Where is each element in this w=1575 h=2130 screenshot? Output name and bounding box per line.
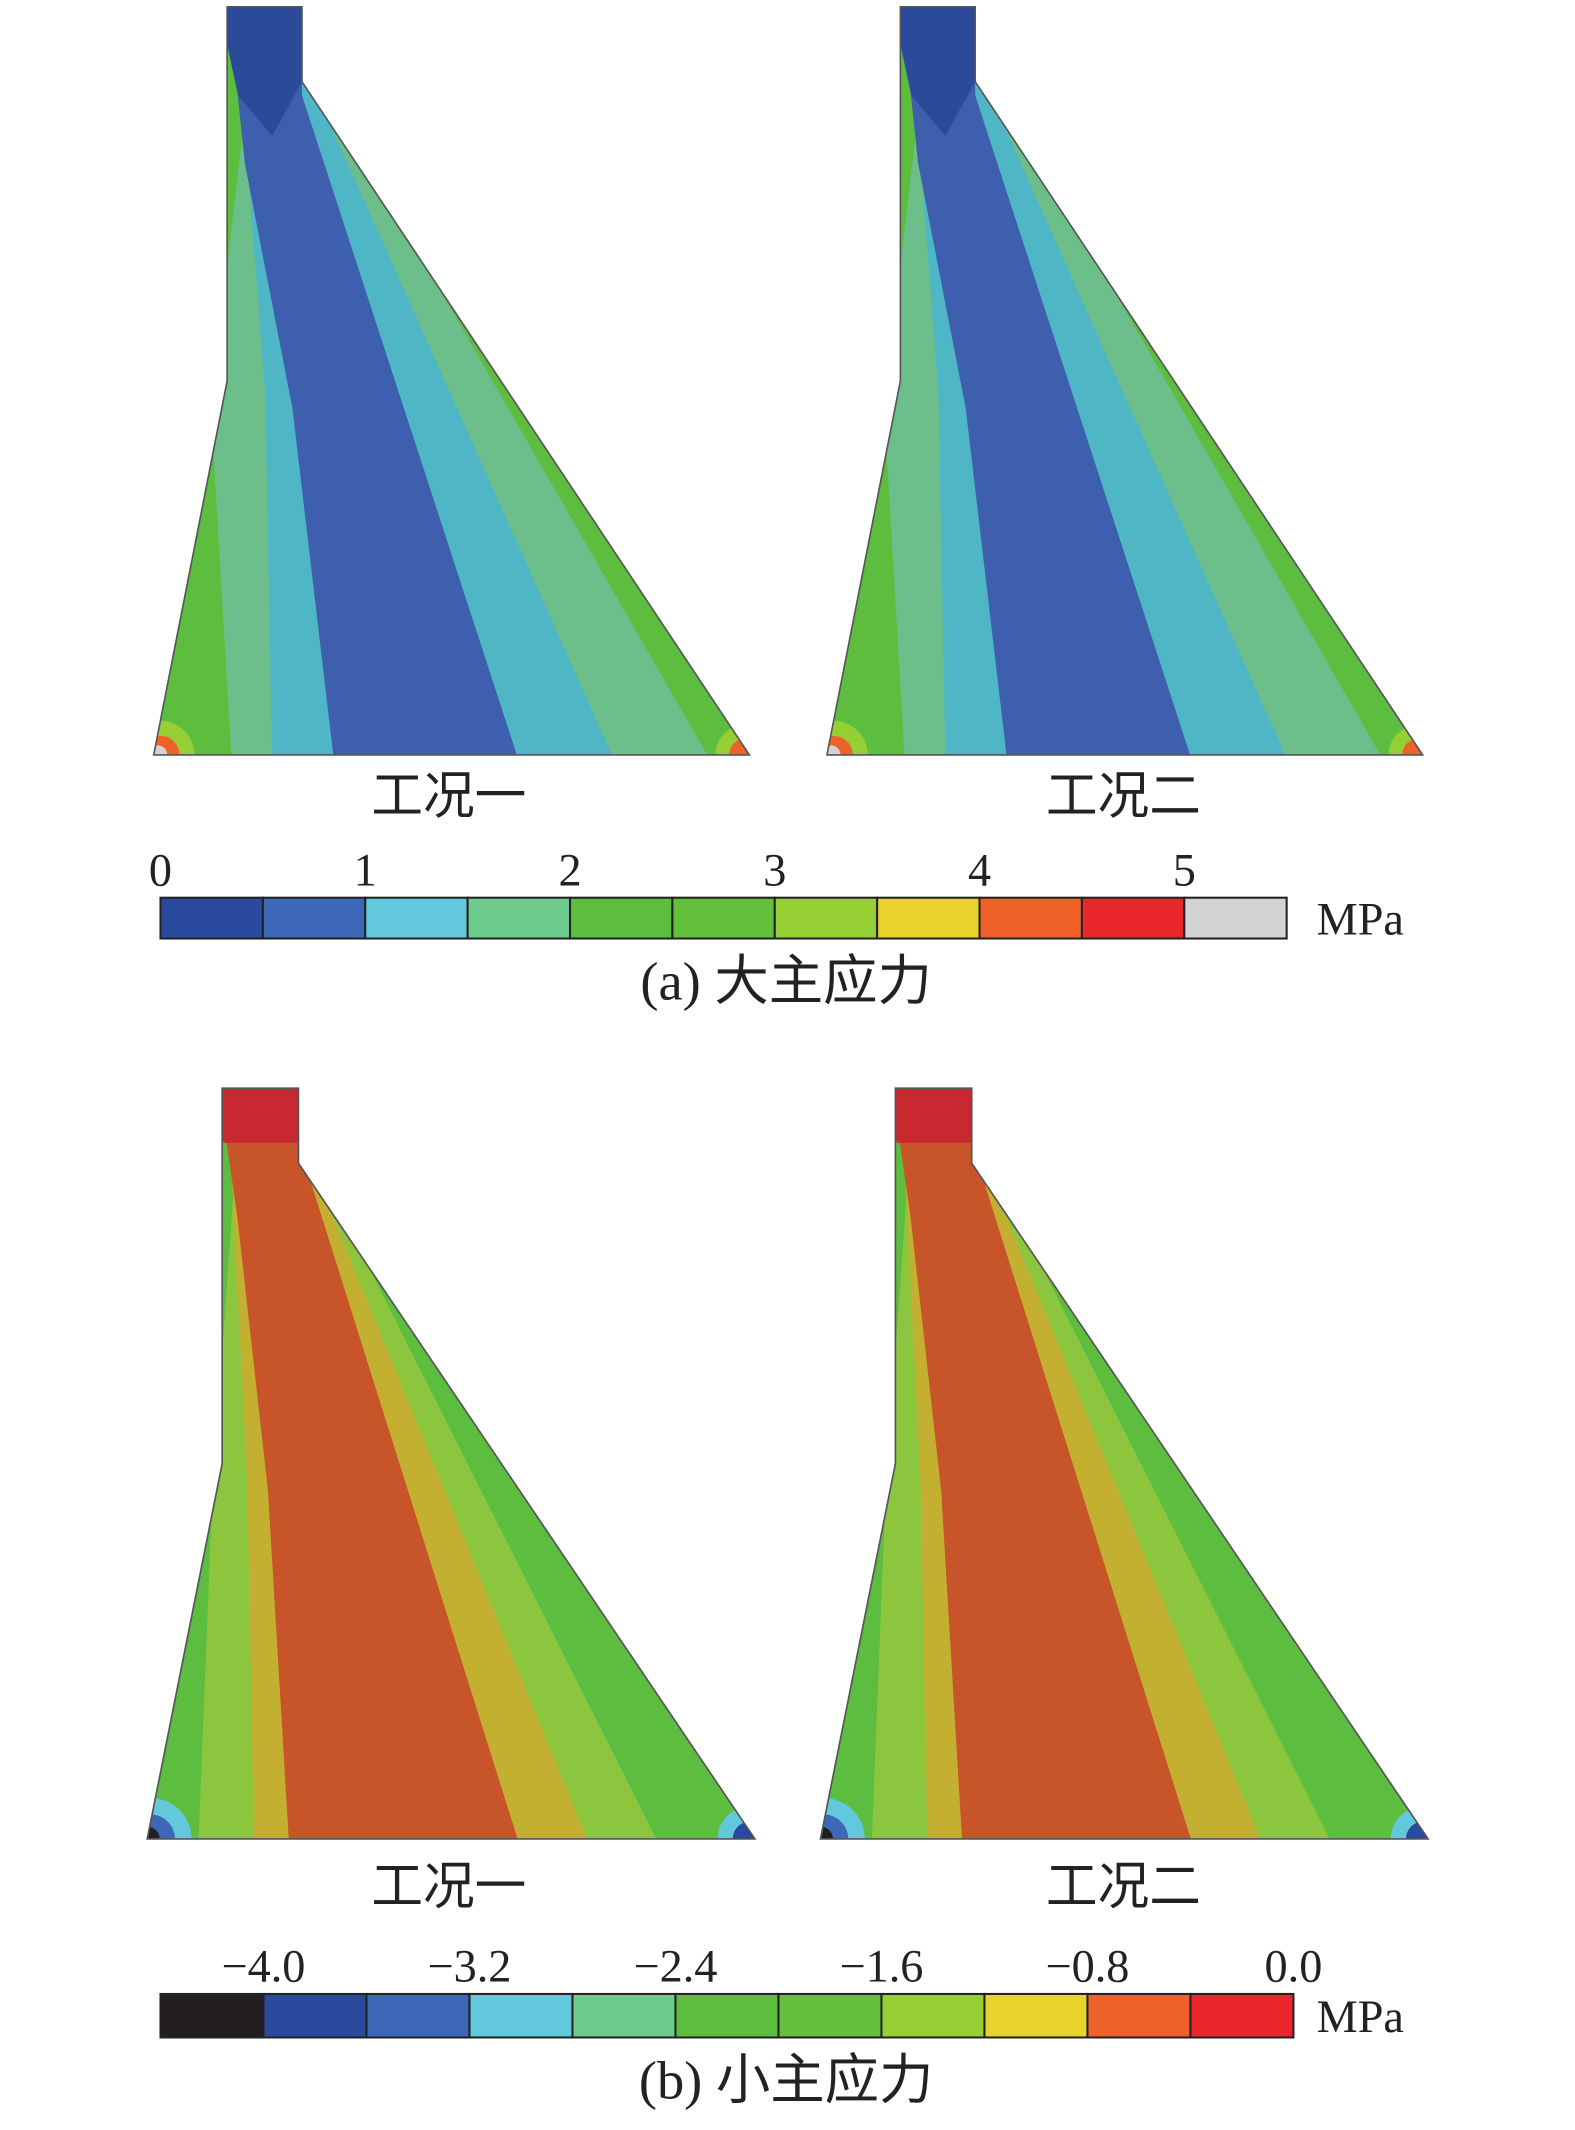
colorbar-box	[674, 1992, 780, 2039]
corner-band	[820, 1826, 833, 1839]
dam-outline	[819, 1087, 1430, 1840]
colorbar-tick-label: −0.8	[1046, 1942, 1130, 1993]
colorbar-tick-label: −3.2	[428, 1942, 512, 1993]
colorbar-box	[468, 1992, 574, 2039]
contour-band	[228, 6, 517, 755]
colorbar-box	[364, 896, 469, 940]
corner-band	[820, 1798, 865, 1839]
corner-band	[826, 745, 841, 755]
case-label: 工况一	[371, 1859, 526, 1916]
contour-band	[896, 1122, 1191, 1839]
colorbar-unit: MPa	[1317, 894, 1404, 945]
contour-band	[212, 1088, 303, 1143]
colorbar-box	[978, 896, 1083, 940]
colorbar-box	[262, 1992, 368, 2039]
colorbar-box	[466, 896, 572, 940]
colorbar-box	[365, 1992, 471, 2039]
contour-band	[223, 1122, 518, 1839]
corner-band	[826, 735, 853, 755]
colorbar-tick-label: 2	[558, 845, 581, 896]
corner-band	[153, 735, 180, 755]
colorbar-box	[1189, 1992, 1295, 2039]
case-label: 工况二	[1046, 1859, 1201, 1916]
corner-band	[147, 1798, 192, 1839]
corner-band	[147, 1826, 160, 1839]
dam-outline	[146, 1087, 757, 1840]
colorbar-tick-label: −1.6	[840, 1942, 924, 1993]
colorbar-unit: MPa	[1317, 1992, 1404, 2043]
corner-band	[717, 1806, 755, 1839]
colorbar-tick-label: 3	[763, 845, 786, 896]
contour-band	[885, 1088, 976, 1143]
colorbar-tick-label: −2.4	[634, 1942, 718, 1993]
colorbar-box	[159, 896, 264, 940]
corner-band	[1402, 738, 1423, 755]
corner-band	[729, 738, 750, 755]
colorbar-box	[1080, 896, 1186, 940]
contour-band	[217, 6, 307, 137]
dam-outline	[825, 6, 1425, 756]
colorbar-box	[876, 896, 981, 940]
colorbar-tick-label: 4	[968, 845, 991, 896]
colorbar-box	[1086, 1992, 1192, 2039]
corner-band	[732, 1821, 755, 1839]
case-label: 工况一	[371, 768, 526, 825]
colorbar-tick-label: 0	[149, 845, 172, 896]
colorbar-box	[1183, 896, 1288, 940]
colorbar-box	[159, 1992, 265, 2039]
contour-band	[890, 6, 980, 137]
dam-outline	[152, 6, 751, 756]
corner-band	[153, 720, 195, 755]
colorbar-tick-label: −4.0	[222, 1942, 306, 1993]
colorbar-box	[983, 1992, 1089, 2039]
corner-band	[826, 720, 868, 755]
corner-band	[1390, 1806, 1429, 1839]
corner-band	[153, 745, 168, 755]
colorbar-box	[773, 896, 879, 940]
colorbar-box	[777, 1992, 883, 2039]
colorbar-tick-label: 5	[1173, 845, 1196, 896]
contour-band	[901, 6, 1191, 755]
corner-band	[1388, 724, 1423, 755]
corner-band	[1405, 1821, 1429, 1839]
colorbar-box	[568, 896, 674, 940]
corner-band	[820, 1814, 849, 1839]
case-label: 工况二	[1046, 768, 1201, 825]
colorbar-tick-label: 1	[354, 845, 377, 896]
panel-caption: (b) 小主应力	[639, 2051, 934, 2111]
panel-caption: (a) 大主应力	[640, 952, 932, 1012]
corner-band	[147, 1814, 175, 1839]
colorbar-box	[571, 1992, 677, 2039]
colorbar-box	[880, 1992, 986, 2039]
colorbar-box	[671, 896, 776, 940]
colorbar-tick-label: 0.0	[1265, 1942, 1323, 1993]
corner-band	[715, 724, 750, 755]
colorbar-box	[261, 896, 367, 940]
